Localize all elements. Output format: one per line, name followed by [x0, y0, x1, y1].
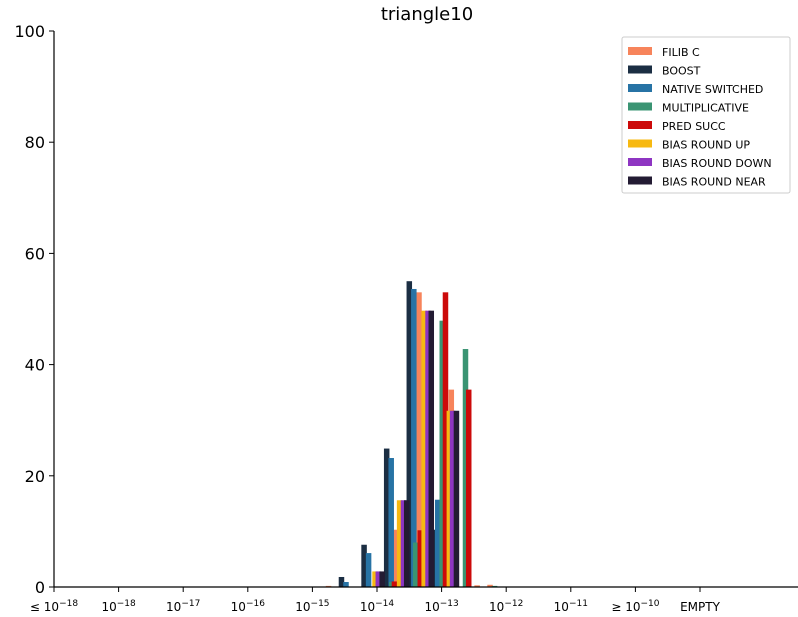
- y-tick-label: 60: [25, 244, 45, 263]
- legend-swatch: [628, 139, 652, 148]
- bar-pred-succ-3: [465, 389, 472, 587]
- bar-pred-succ-1: [417, 530, 424, 587]
- bar-bias-round-down-0: [375, 571, 382, 587]
- bar-boost-1: [361, 544, 367, 587]
- bar-multiplicative-3: [462, 349, 469, 587]
- bars-layer: [325, 281, 498, 587]
- chart-title: triangle10: [381, 4, 473, 25]
- x-tick-label: ≥ 10−10: [611, 599, 659, 614]
- bar-pred-succ-2: [442, 292, 449, 587]
- bar-filib-c-4: [416, 292, 422, 587]
- x-tick-label: 10−17: [166, 599, 200, 614]
- bar-filib-c-3: [393, 529, 400, 587]
- legend-swatch: [628, 176, 652, 185]
- x-tick-label: 10−11: [554, 599, 588, 614]
- legend-swatch: [628, 121, 652, 129]
- x-tick-label: 10−13: [424, 599, 458, 614]
- bar-pred-succ-0: [391, 581, 398, 587]
- axes-layer: [53, 31, 798, 588]
- x-tick-label: ≤ 10−18: [30, 599, 78, 614]
- bar-bias-round-up-2: [421, 310, 427, 587]
- y-ticks: 0 20 40 60 80 100: [14, 22, 54, 597]
- bar-bias-round-up-3: [446, 410, 453, 587]
- legend-label: BIAS ROUND DOWN: [662, 157, 772, 170]
- bar-bias-round-up-0: [372, 571, 378, 587]
- legend-label: BIAS ROUND UP: [662, 139, 750, 152]
- bar-bias-round-up-1: [396, 500, 403, 587]
- y-tick-label: 20: [25, 467, 45, 486]
- bar-filib-c-6: [474, 585, 480, 587]
- bar-bias-round-near-0: [379, 571, 385, 587]
- legend-box: [621, 36, 791, 194]
- x-tick-label: 10−15: [295, 599, 329, 614]
- bar-boost-2: [383, 448, 390, 587]
- legend-swatch: [628, 65, 652, 74]
- x-tick-label: 10−14: [360, 599, 395, 614]
- legend-label: BOOST: [662, 65, 701, 78]
- bar-native-switched-0: [343, 582, 349, 587]
- y-tick-label: 0: [35, 578, 45, 597]
- bar-bias-round-near-3: [453, 410, 460, 587]
- x-tick-label: EMPTY: [680, 600, 721, 614]
- y-tick-label: 100: [14, 22, 45, 41]
- bar-native-switched-4: [434, 499, 441, 587]
- legend-swatch: [628, 158, 652, 166]
- legend-label: BIAS ROUND NEAR: [662, 176, 766, 189]
- bar-filib-c-7: [487, 584, 493, 587]
- legend: FILIB C BOOST NATIVE SWITCHED MULTIPLICATIV…: [621, 36, 791, 194]
- legend-label: MULTIPLICATIVE: [662, 102, 749, 115]
- legend-label: NATIVE SWITCHED: [662, 83, 763, 96]
- legend-label: PRED SUCC: [662, 120, 726, 133]
- bar-bias-round-near-1: [403, 500, 410, 587]
- bar-multiplicative-2: [439, 320, 445, 587]
- bar-native-switched-1: [365, 553, 372, 587]
- bar-bias-round-down-1: [400, 500, 407, 587]
- legend-swatch: [628, 102, 652, 111]
- bar-native-switched-2: [388, 458, 394, 587]
- legend-label: FILIB C: [662, 46, 700, 59]
- x-ticks: ≤ 10−18 10−18 10−17 10−16 10−15 10−14 10−13 10−…: [30, 587, 721, 614]
- legend-swatch: [628, 47, 652, 55]
- bar-multiplicative-1: [413, 542, 419, 587]
- y-tick-label: 40: [25, 356, 45, 375]
- y-tick-label: 80: [25, 133, 45, 152]
- x-tick-label: 10−16: [231, 599, 266, 614]
- bar-boost-0: [338, 576, 345, 587]
- bar-bias-round-near-2: [428, 310, 435, 587]
- bar-native-switched-3: [411, 288, 417, 587]
- bar-bias-round-down-3: [449, 410, 456, 587]
- x-tick-label: 10−12: [489, 599, 523, 614]
- bar-bias-round-down-2: [425, 310, 431, 587]
- legend-swatch: [628, 84, 652, 92]
- x-tick-label: 10−18: [101, 599, 136, 614]
- bar-boost-3: [406, 281, 413, 587]
